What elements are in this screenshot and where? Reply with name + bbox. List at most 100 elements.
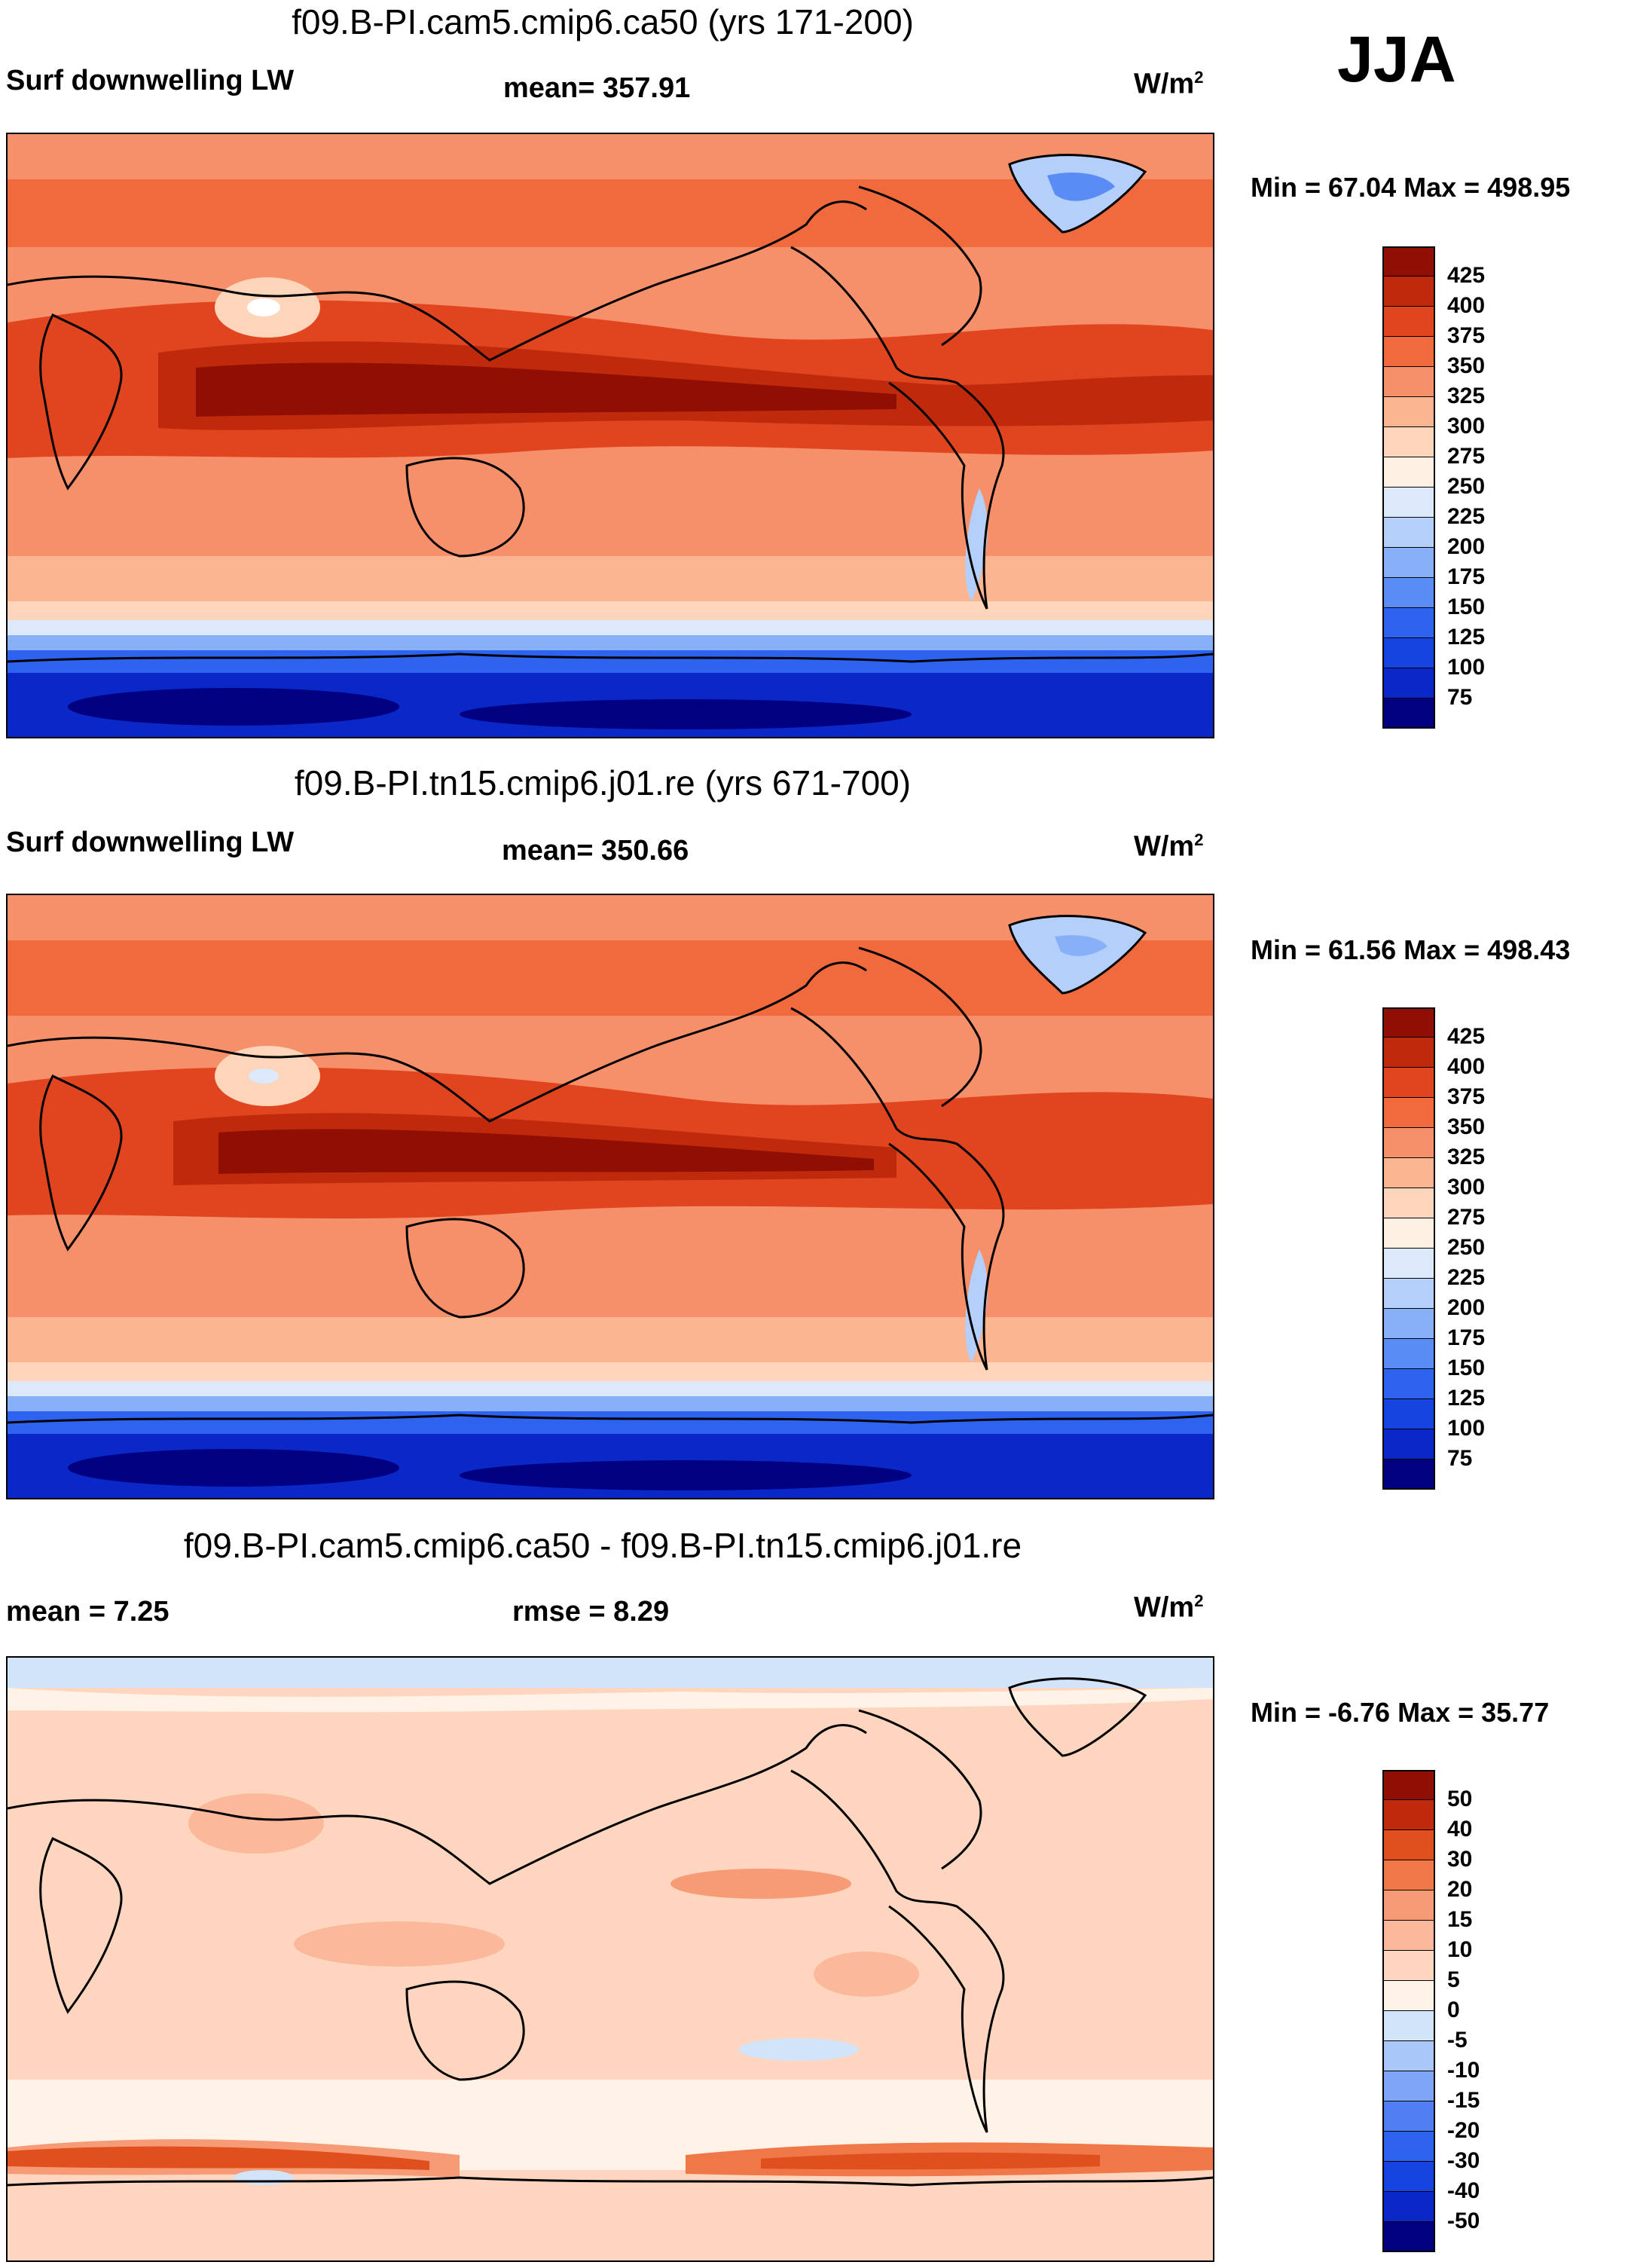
panel2-colorbar: 425 400 375 350 325 300 275 250 225 200 175 150 125 1…	[1382, 1007, 1485, 1490]
panel3-map	[6, 1656, 1214, 2262]
panel2-colorbar-tick-label: 250	[1447, 1235, 1486, 1260]
panel2-colorbar-tick-label: 200	[1447, 1295, 1486, 1320]
panel1-colorbar-box	[1382, 277, 1435, 307]
panel3-colorbar-tick-label: -15	[1447, 2088, 1480, 2113]
panel3-colorbar-box	[1382, 2071, 1435, 2101]
panel3-rmse-label: rmse = 8.29	[512, 1596, 670, 1628]
panel1-colorbar-tick-label: 300	[1447, 414, 1486, 439]
panel3-colorbar-tick-label: -20	[1447, 2118, 1480, 2143]
panel1-colorbar-box	[1382, 698, 1435, 729]
panel1-units-label: W/m2	[1134, 68, 1204, 100]
panel2-colorbar-box	[1382, 1460, 1435, 1490]
panel2-colorbar-box	[1382, 1429, 1435, 1460]
panel3-colorbar-box	[1382, 1951, 1435, 1981]
panel1-colorbar-box	[1382, 427, 1435, 457]
panel3-colorbar-box	[1382, 1860, 1435, 1891]
panel2-colorbar-box	[1382, 1068, 1435, 1098]
panel2-colorbar-box	[1382, 1309, 1435, 1339]
panel1-colorbar-tick-label: 200	[1447, 534, 1486, 559]
panel1-colorbar-box	[1382, 246, 1435, 277]
panel1-colorbar-box	[1382, 307, 1435, 337]
panel1-colorbar-box	[1382, 668, 1435, 698]
panel1-colorbar-boxes	[1382, 246, 1435, 729]
panel1-colorbar-box	[1382, 548, 1435, 578]
panel1-colorbar-box	[1382, 518, 1435, 548]
panel2-colorbar-tick-label: 300	[1447, 1175, 1486, 1200]
panel3-colorbar-box	[1382, 2041, 1435, 2071]
panel2-colorbar-box	[1382, 1369, 1435, 1399]
panel3-colorbar-tick-label: -40	[1447, 2178, 1480, 2203]
panel3-colorbar-tick-label: 30	[1447, 1847, 1473, 1872]
panel2-colorbar-box	[1382, 1279, 1435, 1309]
panel3-colorbar-box	[1382, 1800, 1435, 1830]
panel3-title: f09.B-PI.cam5.cmip6.ca50 - f09.B-PI.tn15…	[183, 1526, 1022, 1565]
panel2-colorbar-tick-label: 375	[1447, 1084, 1486, 1109]
panel1-map-svg	[8, 134, 1213, 737]
panel2-mean-label: mean= 350.66	[502, 835, 689, 867]
panel3-colorbar-tick-label: -30	[1447, 2148, 1480, 2173]
panel2-colorbar-tick-label: 425	[1447, 1024, 1486, 1049]
panel2-colorbar-tick-label: 275	[1447, 1205, 1486, 1230]
panel1-colorbar-box	[1382, 337, 1435, 367]
panel2-variable-label: Surf downwelling LW	[6, 827, 295, 858]
panel1-colorbar-tick-label: 75	[1447, 685, 1473, 710]
panel2-min-max: Min = 61.56 Max = 498.43	[1251, 934, 1571, 965]
panel1-colorbar-tick-label: 375	[1447, 323, 1486, 348]
season-label: JJA	[1337, 23, 1456, 96]
panel1-colorbar-box	[1382, 397, 1435, 427]
panel1-min-max: Min = 67.04 Max = 498.95	[1251, 172, 1571, 203]
panel3-colorbar: 50 40 30 20 15 10 5 0 -5 -10 -15 -20 -30 -40 -50	[1382, 1770, 1480, 2252]
panel3-map-svg	[8, 1658, 1213, 2260]
panel1-colorbar-box	[1382, 638, 1435, 668]
panel3-colorbar-box	[1382, 1830, 1435, 1860]
panel1-colorbar-tick-label: 175	[1447, 564, 1486, 589]
panel2-colorbar-box	[1382, 1158, 1435, 1188]
panel2-map-svg	[8, 895, 1213, 1498]
panel3-colorbar-box	[1382, 2132, 1435, 2162]
panel1-colorbar-tick-label: 325	[1447, 384, 1486, 408]
panel3-colorbar-tick-label: 20	[1447, 1877, 1473, 1902]
panel1-map	[6, 133, 1214, 738]
panel2-colorbar-tick-label: 125	[1447, 1386, 1486, 1411]
panel2-colorbar-tick-label: 175	[1447, 1325, 1486, 1350]
panel2-colorbar-tick-label: 75	[1447, 1446, 1473, 1471]
panel1-colorbar-tick-label: 425	[1447, 263, 1486, 288]
panel3-colorbar-box	[1382, 1770, 1435, 1800]
panel1-colorbar: 425 400 375 350 325 300 275 250 225 200 175 150 125 1…	[1382, 246, 1485, 729]
panel3-colorbar-tick-label: 50	[1447, 1787, 1473, 1811]
panel2-colorbar-box	[1382, 1188, 1435, 1218]
panel2-map	[6, 894, 1214, 1499]
panel2-colorbar-tick-label: 150	[1447, 1356, 1486, 1380]
panel2-colorbar-tick-label: 100	[1447, 1416, 1486, 1441]
panel3-colorbar-tick-label: 0	[1447, 1997, 1460, 2022]
panel2-colorbar-tick-label: 350	[1447, 1114, 1486, 1139]
panel2-title: f09.B-PI.tn15.cmip6.j01.re (yrs 671-700)	[294, 763, 912, 802]
panel1-colorbar-box	[1382, 367, 1435, 397]
panel3-colorbar-tick-label: -50	[1447, 2208, 1480, 2233]
panel3-mean-label: mean = 7.25	[6, 1596, 170, 1628]
panel2-units-label: W/m2	[1134, 830, 1204, 863]
panel1-colorbar-box	[1382, 457, 1435, 488]
panel3-colorbar-box	[1382, 2222, 1435, 2252]
panel3-colorbar-boxes	[1382, 1770, 1435, 2252]
panel2-colorbar-tick-label: 400	[1447, 1054, 1486, 1079]
panel3-colorbar-box	[1382, 1981, 1435, 2011]
panel2-colorbar-box	[1382, 1128, 1435, 1158]
panel3-colorbar-box	[1382, 2162, 1435, 2192]
panel1-colorbar-tick-label: 100	[1447, 655, 1486, 680]
panel3-colorbar-box	[1382, 1891, 1435, 1921]
panel2-colorbar-tick-label: 225	[1447, 1265, 1486, 1290]
panel3-colorbar-box	[1382, 2011, 1435, 2041]
panel3-min-max: Min = -6.76 Max = 35.77	[1251, 1697, 1550, 1728]
panel3-colorbar-tick-label: 15	[1447, 1907, 1473, 1932]
panel3-colorbar-tick-label: -10	[1447, 2058, 1480, 2083]
panel2-colorbar-box	[1382, 1038, 1435, 1068]
panel1-colorbar-tick-label: 250	[1447, 474, 1486, 499]
panel2-colorbar-box	[1382, 1098, 1435, 1128]
panel1-colorbar-tick-label: 400	[1447, 293, 1486, 318]
panel1-colorbar-tick-label: 350	[1447, 353, 1486, 378]
panel1-colorbar-box	[1382, 488, 1435, 518]
panel2-colorbar-box	[1382, 1007, 1435, 1038]
panel2-colorbar-box	[1382, 1399, 1435, 1429]
panel3-colorbar-box	[1382, 2101, 1435, 2132]
